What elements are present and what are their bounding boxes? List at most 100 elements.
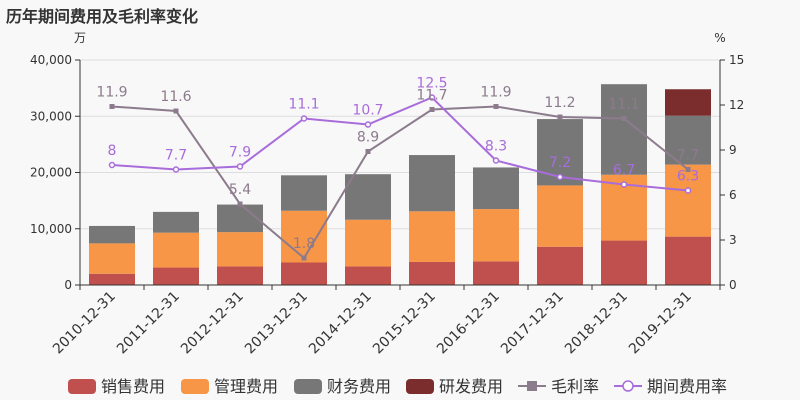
legend-label: 管理费用 (214, 377, 278, 396)
line-point (557, 114, 563, 120)
x-tick-label: 2012-12-31 (178, 289, 247, 358)
line-point (236, 163, 244, 170)
right-tick-label: 9 (729, 143, 737, 157)
data-label: 10.7 (352, 103, 383, 119)
right-tick-label: 12 (729, 98, 744, 112)
lines-layer (108, 94, 692, 261)
left-tick-label: 40,000 (30, 53, 72, 67)
bar-segment (153, 267, 199, 285)
line-point (300, 115, 308, 122)
legend-marker (622, 380, 634, 392)
chart-title: 历年期间费用及毛利率变化 (6, 7, 199, 26)
bar-segment (89, 243, 135, 274)
left-axis-unit: 万 (74, 31, 86, 45)
legend-swatch (406, 379, 434, 394)
right-axis-unit: % (714, 31, 725, 45)
line-point (556, 173, 564, 181)
line-point (428, 94, 436, 101)
data-label: 8.9 (357, 130, 379, 146)
legend-label: 财务费用 (327, 377, 391, 396)
legend-label: 研发费用 (439, 377, 503, 396)
line-series-path (111, 96, 689, 192)
data-label: 7.2 (549, 155, 571, 171)
bar-segment (281, 175, 327, 211)
x-tick-label: 2018-12-31 (562, 289, 631, 358)
bar-segment (409, 211, 455, 262)
left-tick-label: 30,000 (30, 109, 72, 123)
data-label: 11.1 (288, 97, 319, 113)
bar-segment (473, 261, 519, 285)
data-label: 6.3 (677, 169, 699, 185)
line-point (621, 116, 627, 121)
bar-segment (601, 240, 647, 285)
line-point (109, 104, 115, 109)
line-point (685, 167, 691, 172)
data-label: 12.5 (416, 76, 447, 92)
bar-segment (281, 210, 327, 263)
left-tick-label: 20,000 (30, 166, 72, 180)
data-label: 7.7 (165, 148, 187, 164)
bar-segment (345, 219, 391, 267)
data-label: 7.7 (677, 148, 699, 164)
x-tick-label: 2019-12-31 (626, 289, 695, 358)
line-point (620, 181, 628, 188)
legend-marker (527, 381, 537, 391)
bar-segment (665, 89, 711, 116)
bar-segment (217, 266, 263, 285)
data-label: 1.8 (293, 236, 315, 252)
bar-segment (537, 185, 583, 247)
x-tick-label: 2011-12-31 (114, 289, 183, 358)
data-label: 11.7 (416, 88, 447, 104)
data-label: 5.4 (229, 182, 251, 198)
bar-segment (345, 174, 391, 220)
x-tick-label: 2016-12-31 (434, 289, 503, 358)
legend: 销售费用 管理费用 财务费用 研发费用 毛利率 期间费用率 (68, 377, 727, 396)
line-point (237, 201, 243, 207)
line-point (173, 108, 179, 114)
bar-segment (473, 167, 519, 210)
x-tick-label: 2014-12-31 (306, 289, 375, 358)
line-point (108, 161, 116, 169)
left-tick-label: 0 (64, 278, 72, 292)
line-point (364, 121, 372, 128)
bar-segment (217, 204, 263, 233)
bar-segment (537, 246, 583, 285)
left-tick-label: 10,000 (30, 222, 72, 236)
bar-segment (89, 225, 135, 244)
bar-segment (345, 266, 391, 285)
data-label: 8.3 (485, 139, 507, 155)
right-tick-label: 6 (729, 188, 737, 202)
bar-segment (281, 262, 327, 285)
line-point (172, 166, 180, 173)
line-point (684, 187, 692, 194)
line-point (429, 107, 435, 112)
legend-label: 销售费用 (101, 377, 165, 396)
line-series-path (111, 105, 689, 260)
right-tick-label: 0 (729, 278, 737, 292)
line-point (492, 157, 500, 164)
bar-segment (473, 209, 519, 262)
data-label: 11.9 (480, 85, 511, 101)
right-tick-label: 15 (729, 53, 744, 67)
bar-segment (153, 232, 199, 268)
data-label: 11.2 (544, 95, 575, 111)
data-label: 6.7 (613, 163, 635, 179)
bar-segment (409, 155, 455, 212)
bar-segment (409, 261, 455, 285)
legend-swatch (68, 379, 96, 394)
data-label: 11.9 (96, 85, 127, 101)
x-tick-label: 2013-12-31 (242, 289, 311, 358)
data-label: 8 (108, 143, 117, 159)
x-tick-label: 2017-12-31 (498, 289, 567, 358)
labels-layer: 11.9 11.6 5.4 1.8 8.9 11.7 11.9 11.2 11.1 7.7 8 7.7… (96, 76, 699, 253)
bar-segment (217, 232, 263, 267)
right-tick-label: 3 (729, 233, 737, 247)
line-point (493, 104, 499, 109)
data-label: 11.6 (160, 89, 191, 105)
bar-segment (153, 211, 199, 233)
bar-segment (665, 164, 711, 237)
x-tick-label: 2010-12-31 (50, 289, 119, 358)
data-label: 11.1 (608, 97, 639, 113)
x-tick-label: 2015-12-31 (370, 289, 439, 358)
bar-segment (665, 236, 711, 285)
